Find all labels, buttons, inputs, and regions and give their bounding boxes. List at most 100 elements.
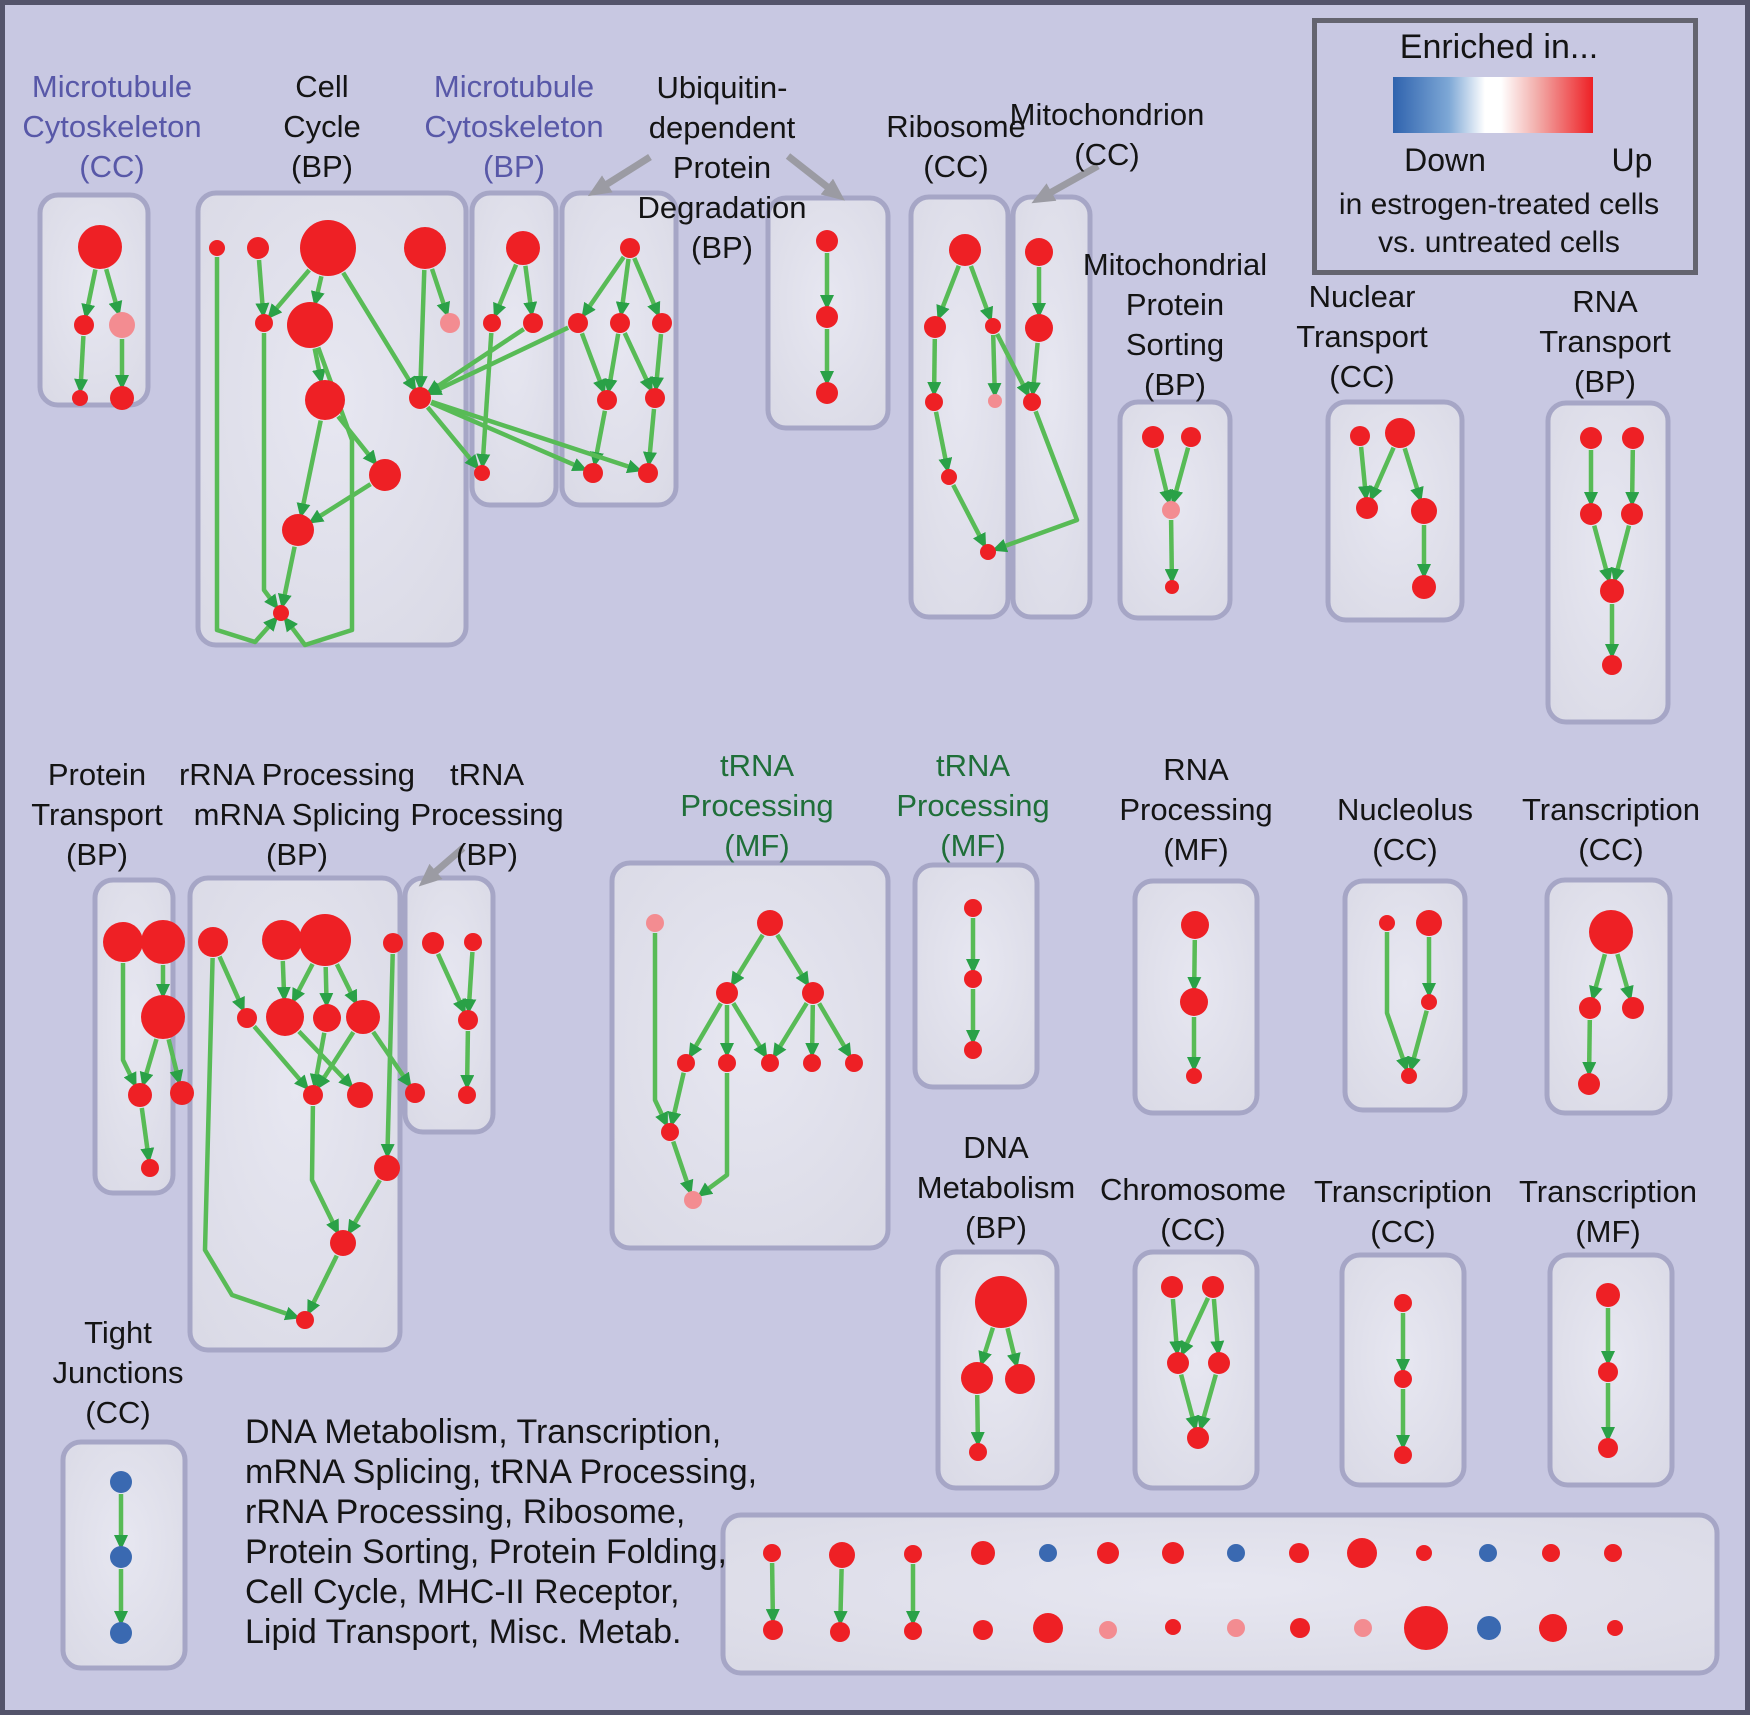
go-term-node-red [1161,1276,1183,1298]
go-term-node-red [1416,1545,1432,1561]
edge-arrow [833,1568,848,1626]
go-term-node-red [904,1622,922,1640]
edge-arrow [1407,1010,1429,1073]
label-ubiquitin-degradation-bp: Ubiquitin- dependent Protein Degradation… [637,70,807,265]
edge-arrow [995,332,1030,398]
edge-arrow [202,957,301,1321]
go-term-node-red [1539,1614,1567,1642]
go-term-node-red [330,1230,356,1256]
go-term-node-blue [110,1622,132,1644]
edge-arrow [632,257,661,318]
label-pointer-arrow [785,153,845,201]
label-rrna-processing-mrna-splicing-bp: rRNA Processing mRNA Splicing (BP) [178,757,416,872]
go-term-node-red [458,1010,478,1030]
go-term-node-red [1542,1544,1560,1562]
go-term-node-red [1394,1446,1412,1464]
go-term-node-blue [110,1471,132,1493]
go-term-node-red [1162,1542,1184,1564]
edge-arrow [933,411,953,474]
edge-arrow [276,960,291,1002]
go-term-node-red [1421,994,1437,1010]
label-nucleolus-cc: Nucleolus (CC) [1336,792,1474,867]
go-term-node-red [1622,997,1644,1019]
edge-arrow [139,1107,155,1164]
group-box-dna-metabolism-bp [935,1249,1060,1491]
go-term-node-red [1596,1283,1620,1307]
edge-arrow [74,335,89,394]
go-term-node-red [266,998,304,1036]
go-term-node-red [1602,655,1622,675]
go-term-node-red [803,1054,821,1072]
go-term-node-pink [1354,1619,1372,1637]
go-term-node-red [1033,1613,1063,1643]
edge-arrow [371,1030,412,1089]
group-box-chromosome-cc [1132,1249,1260,1491]
edge-arrow [667,1072,686,1128]
edge-arrow [697,1073,730,1198]
go-term-node-red [964,1041,982,1059]
edge-arrow [951,483,987,549]
go-term-node-red [1589,910,1633,954]
go-term-node-red [1600,579,1624,603]
edge-arrow [987,334,1002,398]
legend-title: Enriched in... [1399,28,1599,66]
edge-arrow [425,327,526,395]
edge-arrow [426,325,570,396]
go-term-node-red [369,459,401,491]
go-term-node-blue [1039,1544,1057,1562]
go-term-node-red [141,995,185,1039]
go-term-node-red [1181,911,1209,939]
go-term-node-red [924,316,946,338]
go-term-node-red [1350,426,1370,446]
edge-arrow [765,1562,780,1624]
go-term-node-red [904,1545,922,1563]
legend-down-label: Down [1404,142,1486,178]
edge-arrow [166,1038,184,1086]
label-transcription-cc-mid: Transcription (CC) [1521,792,1701,867]
go-term-node-red [1598,1362,1618,1382]
go-term-node-pink [109,312,135,338]
group-box-nucleolus-cc [1342,878,1468,1113]
edge-arrow [1153,448,1173,506]
edge-arrow [615,258,631,318]
go-term-node-red [300,220,356,276]
edge-arrow [1402,447,1424,503]
edge-arrow [817,1002,852,1059]
edge-arrow [1180,1296,1211,1357]
go-term-node-blue [1477,1616,1501,1640]
go-term-node-red [1165,1619,1181,1635]
go-term-node-red [1607,1620,1623,1636]
label-transcription-mf: Transcription (MF) [1518,1174,1698,1249]
edge-arrow [460,1030,475,1090]
go-term-node-red [273,605,289,621]
label-microtubule-cytoskeleton-cc: Microtubule Cytoskeleton (CC) [22,69,202,184]
go-term-node-red [458,1086,476,1104]
label-microtubule-cytoskeleton-bp: Microtubule Cytoskeleton (BP) [424,69,604,184]
go-term-node-red [1202,1276,1224,1298]
edge-arrow [991,410,1080,553]
edge-arrow [936,264,961,321]
edge-arrow [252,1024,310,1091]
edge-arrow [347,1178,382,1236]
go-term-node-pink [1227,1619,1245,1637]
edge-arrow [1384,932,1410,1073]
edge-arrow [309,1105,339,1235]
go-term-node-red [141,1159,159,1177]
edge-arrow [277,546,297,610]
go-term-node-red [1404,1606,1448,1650]
legend-subtitle-line1: in estrogen-treated cells [1338,188,1660,221]
edge-arrow [775,933,810,988]
label-pointer-arrow [418,845,466,887]
label-rna-processing-mf: RNA Processing (MF) [1119,752,1273,867]
go-term-node-red [296,1311,314,1329]
edge-arrow [307,1254,339,1316]
go-term-node-red [303,1085,323,1105]
go-term-node-red [110,386,134,410]
go-term-node-red [716,982,738,1004]
go-term-node-pink [440,313,460,333]
edge-arrow [581,255,626,319]
edge-arrow [1005,1327,1021,1369]
edge-arrow [1169,447,1191,506]
go-term-node-red [1289,1543,1309,1563]
edge-arrow [267,268,311,320]
